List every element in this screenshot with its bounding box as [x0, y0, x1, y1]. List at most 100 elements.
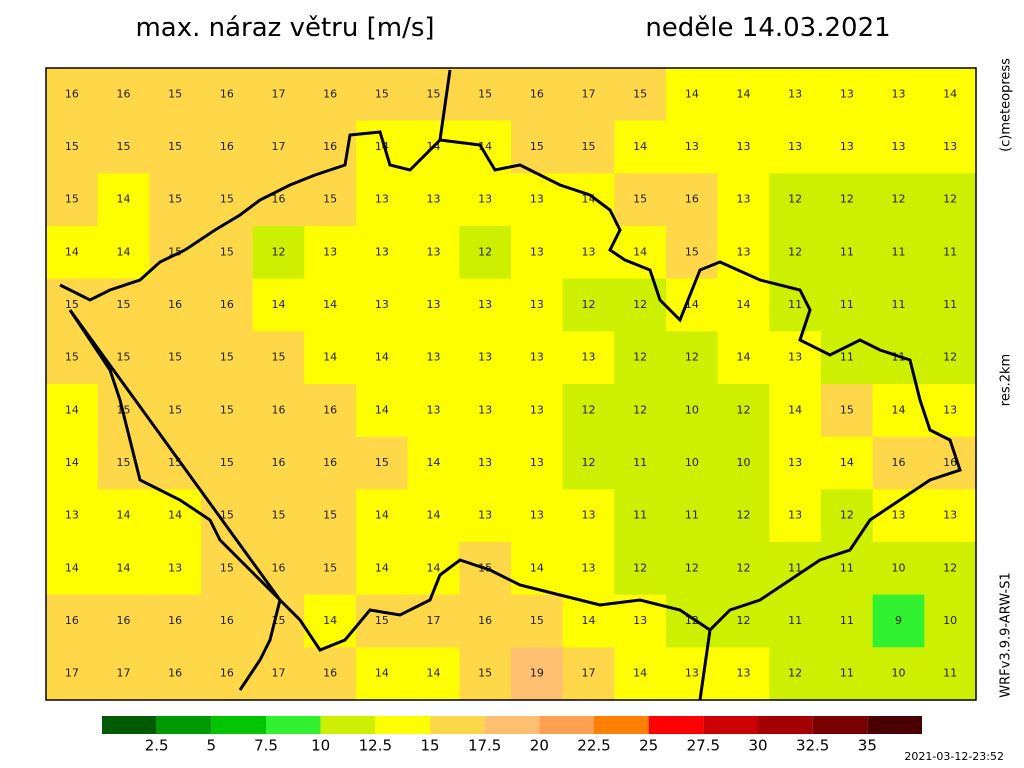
cell-value: 16 — [272, 561, 286, 574]
cell-value: 12 — [272, 245, 286, 258]
cell-value: 13 — [530, 245, 544, 258]
cell-value: 14 — [117, 193, 131, 206]
colorbar-swatch — [430, 716, 485, 734]
map-cell — [149, 647, 202, 701]
cell-value: 16 — [65, 87, 79, 100]
map-cell — [356, 542, 409, 596]
cell-value: 11 — [840, 245, 854, 258]
cell-value: 15 — [220, 403, 234, 416]
map-cell — [614, 489, 667, 543]
map-cell — [717, 226, 770, 280]
cell-value: 12 — [633, 561, 647, 574]
cell-value: 12 — [943, 193, 957, 206]
cell-value: 13 — [427, 298, 441, 311]
map-cell — [717, 489, 770, 543]
cell-value: 13 — [530, 298, 544, 311]
cell-value: 13 — [375, 193, 389, 206]
cell-value: 14 — [117, 245, 131, 258]
cell-value: 15 — [168, 87, 182, 100]
date: neděle 14.03.2021 — [645, 13, 890, 43]
colorbar-swatch — [867, 716, 922, 734]
cell-value: 11 — [840, 667, 854, 680]
cell-value: 11 — [840, 614, 854, 627]
map-cell — [562, 647, 615, 701]
colorbar-swatch — [320, 716, 376, 734]
cell-value: 15 — [272, 351, 286, 364]
cell-value: 13 — [943, 403, 957, 416]
title: max. náraz větru [m/s] — [135, 13, 434, 43]
map-cell — [511, 436, 564, 490]
map-grid: 16 16 15 16 17 16 15 15 15 16 17 15 14 14 13 13 13 14 15 15… — [46, 68, 977, 701]
cell-value: 15 — [65, 351, 79, 364]
map-cell — [356, 226, 409, 280]
map-cell — [356, 331, 409, 385]
map-cell — [872, 68, 925, 122]
map-cell — [821, 226, 874, 280]
map-cell — [821, 120, 874, 174]
map-cell — [666, 489, 719, 543]
cell-value: 11 — [840, 298, 854, 311]
map-cell — [149, 173, 202, 227]
cell-value: 13 — [788, 351, 802, 364]
map-cell — [201, 489, 254, 543]
map-cell — [511, 331, 564, 385]
cell-value: 14 — [943, 87, 957, 100]
map-cell — [407, 594, 460, 648]
cell-value: 13 — [323, 245, 337, 258]
map-cell — [356, 173, 409, 227]
map-cell — [924, 173, 977, 227]
cell-value: 16 — [220, 614, 234, 627]
cell-value: 16 — [943, 456, 957, 469]
map-cell — [407, 278, 460, 332]
cell-value: 14 — [892, 403, 906, 416]
map-cell — [924, 226, 977, 280]
cell-value: 15 — [65, 140, 79, 153]
map-cell — [821, 278, 874, 332]
cell-value: 13 — [943, 509, 957, 522]
cell-value: 17 — [272, 667, 286, 680]
map-cell — [97, 278, 150, 332]
cell-value: 14 — [427, 509, 441, 522]
map-cell — [459, 594, 512, 648]
cell-value: 10 — [737, 456, 751, 469]
cell-value: 15 — [117, 140, 131, 153]
cell-value: 13 — [530, 193, 544, 206]
map-cell — [97, 489, 150, 543]
colorbar-swatch — [484, 716, 540, 734]
map-cell — [46, 436, 99, 490]
map-cell — [459, 436, 512, 490]
cell-value: 10 — [685, 403, 699, 416]
map-cell — [717, 647, 770, 701]
map-cell — [459, 278, 512, 332]
cell-value: 16 — [685, 193, 699, 206]
map-cell — [97, 647, 150, 701]
cell-value: 14 — [323, 614, 337, 627]
copyright: (c)meteopress — [999, 58, 1014, 152]
cell-value: 17 — [427, 614, 441, 627]
map-cell — [562, 68, 615, 122]
cell-value: 13 — [737, 245, 751, 258]
cell-value: 15 — [323, 509, 337, 522]
map-cell — [252, 68, 305, 122]
map-cell — [769, 68, 822, 122]
cell-value: 11 — [840, 351, 854, 364]
map-cell — [356, 68, 409, 122]
map-cell — [46, 68, 99, 122]
cell-value: 13 — [892, 87, 906, 100]
cell-value: 13 — [375, 245, 389, 258]
map-cell — [821, 384, 874, 438]
map-cell — [407, 173, 460, 227]
cell-value: 15 — [272, 509, 286, 522]
cell-value: 11 — [788, 561, 802, 574]
cell-value: 14 — [272, 298, 286, 311]
cell-value: 13 — [478, 351, 492, 364]
map-cell — [407, 647, 460, 701]
map-cell — [821, 594, 874, 648]
map-cell — [614, 436, 667, 490]
cell-value: 17 — [272, 140, 286, 153]
cell-value: 15 — [65, 298, 79, 311]
map-cell — [407, 384, 460, 438]
cell-value: 15 — [65, 193, 79, 206]
cell-value: 14 — [737, 298, 751, 311]
cell-value: 13 — [892, 140, 906, 153]
